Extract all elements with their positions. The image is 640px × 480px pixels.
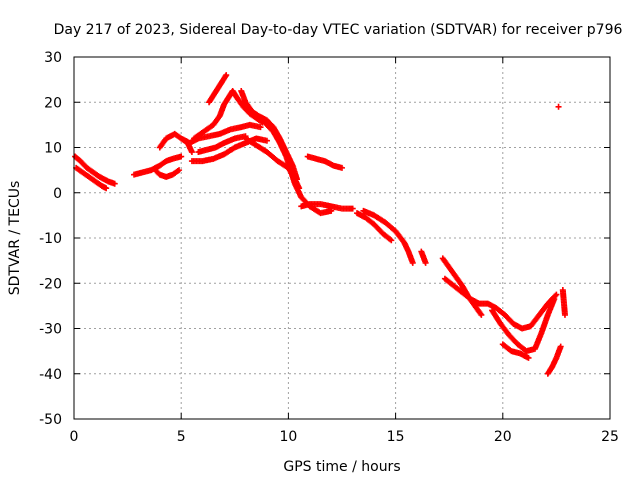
data-point-arc-h: [223, 72, 230, 79]
y-tick-label: 10: [44, 141, 62, 157]
x-tick-label: 0: [70, 429, 79, 445]
data-point-arc-r: [422, 259, 429, 266]
x-tick-label: 25: [601, 429, 619, 445]
data-point-arc-q: [388, 237, 395, 244]
x-tick-label: 10: [279, 429, 297, 445]
data-point-arc-y: [555, 103, 562, 110]
tick-labels: 0 5 10 15 20 25 -50 -40 -30 -20 -10 0 10 20 30: [39, 50, 619, 445]
y-tick-label: -20: [39, 276, 62, 292]
data-points: [72, 72, 568, 377]
data-point-arc-f: [257, 124, 264, 131]
data-point-arc-e: [188, 149, 195, 156]
data-point-arc-u: [551, 296, 558, 303]
data-point-arc-p: [409, 259, 416, 266]
x-tick-label: 5: [177, 429, 186, 445]
x-tick-label: 20: [494, 429, 512, 445]
y-tick-label: 0: [53, 186, 62, 202]
data-point-arc-s: [478, 311, 485, 318]
data-point-arc-n: [349, 205, 356, 212]
data-point-arc-b: [103, 185, 110, 192]
data-point-arc-a: [111, 180, 118, 187]
data-point-arc-t: [553, 291, 560, 298]
data-point-arc-d: [176, 167, 183, 174]
data-point-arc-x: [561, 311, 568, 318]
data-point-arc-w: [557, 343, 564, 350]
y-tick-label: -10: [39, 231, 62, 247]
data-point-arc-t: [552, 292, 559, 299]
y-tick-label: -40: [39, 367, 62, 383]
y-axis-label: SDTVAR / TECUs: [7, 181, 23, 296]
y-tick-label: -30: [39, 322, 62, 338]
plot-frame: [73, 56, 611, 420]
y-tick-label: -50: [39, 412, 62, 428]
data-point-arc-i: [263, 137, 270, 144]
chart-title: Day 217 of 2023, Sidereal Day-to-day VTE…: [54, 22, 623, 38]
y-tick-label: 30: [44, 50, 62, 66]
data-point-arc-c: [178, 153, 185, 160]
grid-lines: [74, 57, 610, 419]
data-point-arc-v: [525, 354, 532, 361]
x-tick-label: 15: [387, 429, 405, 445]
x-axis-label: GPS time / hours: [283, 459, 400, 475]
data-point-arc-o: [339, 164, 345, 171]
y-tick-label: 20: [44, 95, 62, 111]
